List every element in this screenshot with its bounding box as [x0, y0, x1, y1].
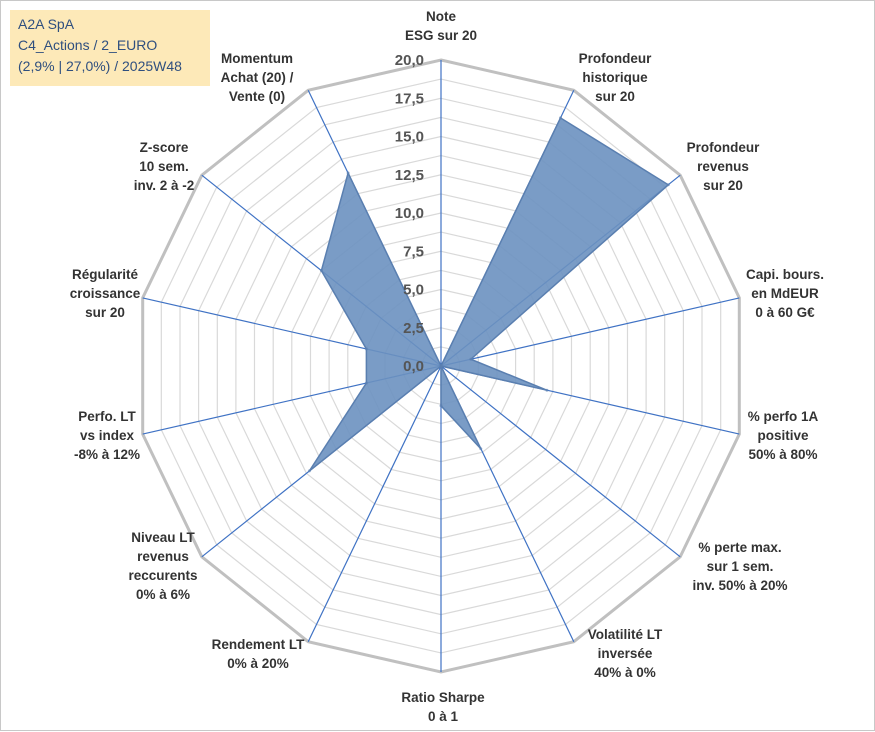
axis-label: Capi. bours. en MdEUR 0 à 60 G€	[746, 267, 824, 320]
data-point	[346, 171, 350, 175]
axis-label-line: inv. 2 à -2	[134, 178, 195, 193]
axis-label-line: Profondeur	[579, 51, 652, 66]
axis-spoke	[440, 297, 740, 367]
axis-label: Régularité croissance sur 20	[70, 267, 141, 320]
data-point	[559, 116, 562, 120]
axis-label-line: 0 à 1	[428, 709, 459, 724]
axis-label-line: revenus	[697, 159, 749, 174]
axis-label-line: inversée	[598, 646, 653, 661]
axis-label-line: sur 20	[85, 305, 125, 320]
axis-label-line: Capi. bours.	[746, 267, 824, 282]
axis-label: % perte max. sur 1 sem. inv. 50% à 20%	[692, 540, 787, 593]
axis-label-line: Z-score	[140, 140, 189, 155]
title-line-3: (2,9% | 27,0%) / 2025W48	[18, 58, 182, 74]
tick-label: 10,0	[395, 205, 424, 222]
axis-label-line: revenus	[137, 549, 189, 564]
tick-label: 20,0	[395, 52, 424, 69]
axis-labels: Note ESG sur 20 Profondeur historique sur 20…	[70, 9, 824, 724]
tick-label: 15,0	[395, 129, 424, 146]
axis-label-line: Profondeur	[687, 140, 760, 155]
axis-label-line: 0% à 20%	[227, 656, 289, 671]
radial-tick-labels: 0,0 2,5 5,0 7,5 10,0 12,5 15,0 17,5 20,0	[395, 52, 424, 375]
axis-label-line: Momentum	[221, 51, 293, 66]
axis-label-line: Ratio Sharpe	[401, 690, 485, 705]
axis-label-line: en MdEUR	[751, 286, 819, 301]
axis-label-line: Rendement LT	[212, 637, 306, 652]
title-line-2: C4_Actions / 2_EURO	[18, 37, 158, 53]
axis-label-line: % perfo 1A	[748, 409, 819, 424]
axis-label-line: Perfo. LT	[78, 409, 136, 424]
axis-label: Z-score 10 sem. inv. 2 à -2	[134, 140, 195, 193]
tick-label: 5,0	[403, 282, 424, 299]
axis-label: Profondeur historique sur 20	[579, 51, 652, 104]
axis-label-line: vs index	[80, 428, 135, 443]
data-point	[439, 364, 443, 368]
data-point	[479, 447, 483, 451]
axis-label: Niveau LT revenus reccurents 0% à 6%	[128, 530, 197, 602]
axis-label-line: sur 20	[703, 178, 743, 193]
axis-label-line: ESG sur 20	[405, 28, 477, 43]
axis-label-line: Achat (20) /	[221, 70, 294, 85]
axis-label: Profondeur revenus sur 20	[687, 140, 760, 193]
title-line-1: A2A SpA	[18, 16, 75, 32]
data-point	[364, 347, 368, 351]
data-point	[666, 183, 670, 187]
axis-label-line: Régularité	[72, 267, 139, 282]
axis-label: Perfo. LT vs index -8% à 12%	[74, 409, 140, 462]
data-point	[545, 388, 549, 392]
axis-label-line: Vente (0)	[229, 89, 285, 104]
axis-label-line: 10 sem.	[139, 159, 189, 174]
axis-label-line: % perte max.	[698, 540, 781, 555]
data-point	[439, 404, 443, 408]
axis-label: Momentum Achat (20) / Vente (0)	[221, 51, 294, 104]
axis-label: Note ESG sur 20	[405, 9, 477, 43]
tick-label: 0,0	[403, 358, 424, 375]
data-point	[319, 269, 323, 273]
axis-label-line: sur 20	[595, 89, 635, 104]
series-area	[308, 116, 670, 472]
axis-label-line: 0% à 6%	[136, 587, 190, 602]
axis-label-line: sur 1 sem.	[707, 559, 774, 574]
axis-label-line: Note	[426, 9, 456, 24]
axis-spoke	[307, 365, 442, 642]
tick-label: 7,5	[403, 243, 424, 260]
axis-label-line: inv. 50% à 20%	[692, 578, 787, 593]
chart-title-box: A2A SpA C4_Actions / 2_EURO (2,9% | 27,0…	[10, 10, 210, 86]
axis-label-line: Volatilité LT	[588, 627, 663, 642]
axis-label: Volatilité LT inversée 40% à 0%	[588, 627, 663, 680]
data-point	[469, 357, 473, 361]
data-point	[364, 381, 368, 385]
axis-label-line: 40% à 0%	[594, 665, 656, 680]
axis-label-line: reccurents	[128, 568, 197, 583]
data-series	[307, 116, 670, 473]
axis-label: Rendement LT 0% à 20%	[212, 637, 306, 671]
data-point	[307, 469, 311, 473]
axis-label-line: croissance	[70, 286, 141, 301]
axis-label-line: historique	[582, 70, 648, 85]
axis-label-line: 50% à 80%	[748, 447, 817, 462]
axis-label-line: Niveau LT	[131, 530, 195, 545]
tick-label: 17,5	[395, 90, 424, 107]
axis-label: % perfo 1A positive 50% à 80%	[748, 409, 819, 462]
axis-label-line: positive	[757, 428, 809, 443]
tick-label: 2,5	[403, 320, 424, 337]
axis-label-line: 0 à 60 G€	[755, 305, 815, 320]
axis-label: Ratio Sharpe 0 à 1	[401, 690, 485, 724]
axis-label-line: -8% à 12%	[74, 447, 140, 462]
axis-spoke	[440, 365, 681, 558]
tick-label: 12,5	[395, 167, 424, 184]
